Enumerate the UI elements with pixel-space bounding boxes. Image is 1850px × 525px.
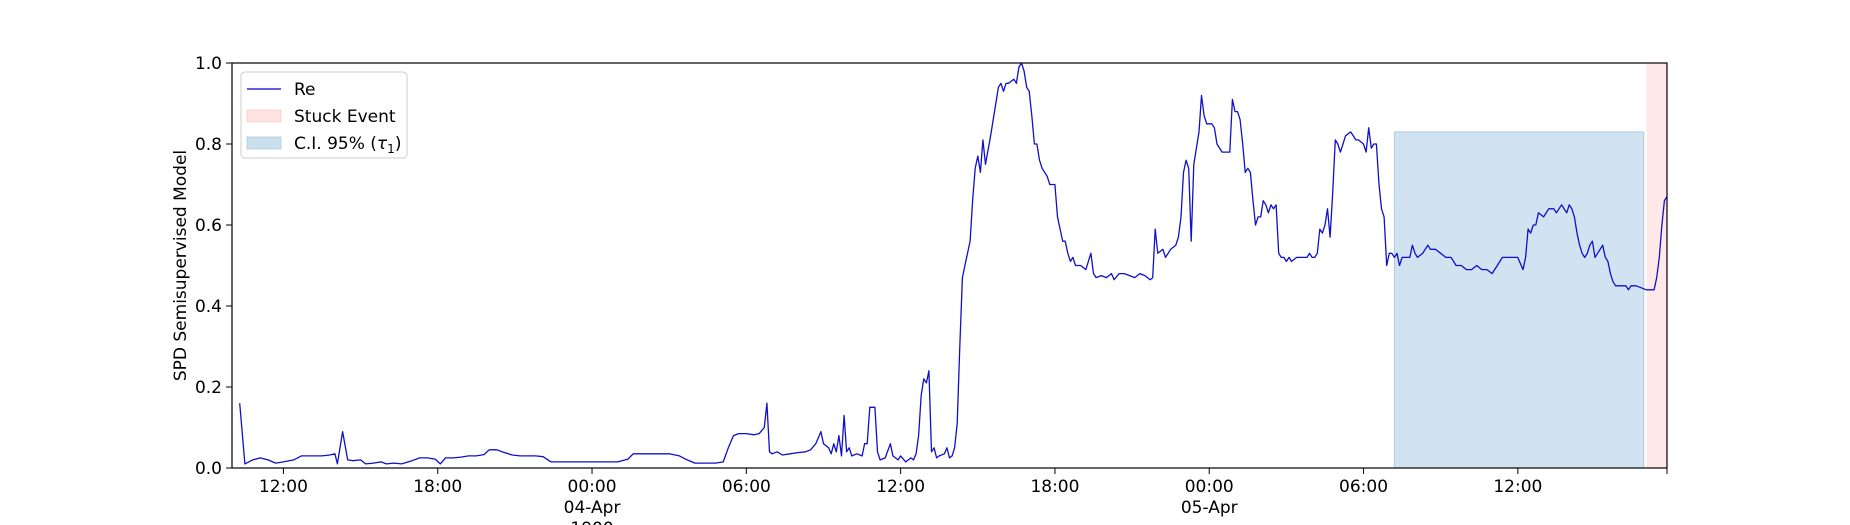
- plot-frame: [231, 62, 1668, 469]
- x-tick-label: 12:00: [259, 477, 308, 497]
- x-year-label: 1900: [570, 519, 613, 525]
- x-tick-label: 12:00: [1493, 477, 1542, 497]
- legend-label: Stuck Event: [294, 107, 396, 127]
- y-tick-label: 0.4: [195, 297, 222, 317]
- legend-box: [240, 71, 408, 159]
- y-tick-label: 0.2: [195, 378, 222, 398]
- y-axis: 0.0 0.2 0.4 0.6 0.8 1.0: [195, 54, 232, 479]
- series-layer: [239, 62, 1668, 465]
- x-tick-label: 06:00: [722, 477, 771, 497]
- y-axis-title: SPD Semisupervised Model: [171, 150, 191, 381]
- x-tick-label: 06:00: [1339, 477, 1388, 497]
- x-tick-label: 00:00: [568, 477, 617, 497]
- y-tick-label: 0.6: [195, 216, 222, 236]
- x-tick-label: 00:00: [1185, 477, 1234, 497]
- legend-label: Re: [294, 80, 316, 100]
- y-tick-label: 0.0: [195, 459, 222, 479]
- shaded-regions: [1393, 63, 1667, 469]
- legend-swatch-patch: [246, 109, 282, 123]
- x-tick-label: 18:00: [1030, 477, 1079, 497]
- x-tick-date-label: 05-Apr: [1181, 498, 1238, 518]
- x-axis: 12:0018:0000:0004-Apr190006:0012:0018:00…: [259, 468, 1668, 525]
- y-tick-label: 0.8: [195, 135, 222, 155]
- x-tick-date-label: 04-Apr: [564, 498, 621, 518]
- legend-label: C.I. 95% (τ1): [294, 134, 401, 156]
- stuck-event-region: [1646, 63, 1667, 468]
- legend: Re Stuck Event C.I. 95% (τ1): [240, 71, 408, 159]
- x-tick-label: 12:00: [876, 477, 925, 497]
- ci-95-region: [1393, 131, 1645, 469]
- y-tick-label: 1.0: [195, 54, 222, 74]
- legend-swatch-patch: [246, 136, 282, 150]
- x-tick-label: 18:00: [413, 477, 462, 497]
- series-line-re: [239, 62, 1668, 465]
